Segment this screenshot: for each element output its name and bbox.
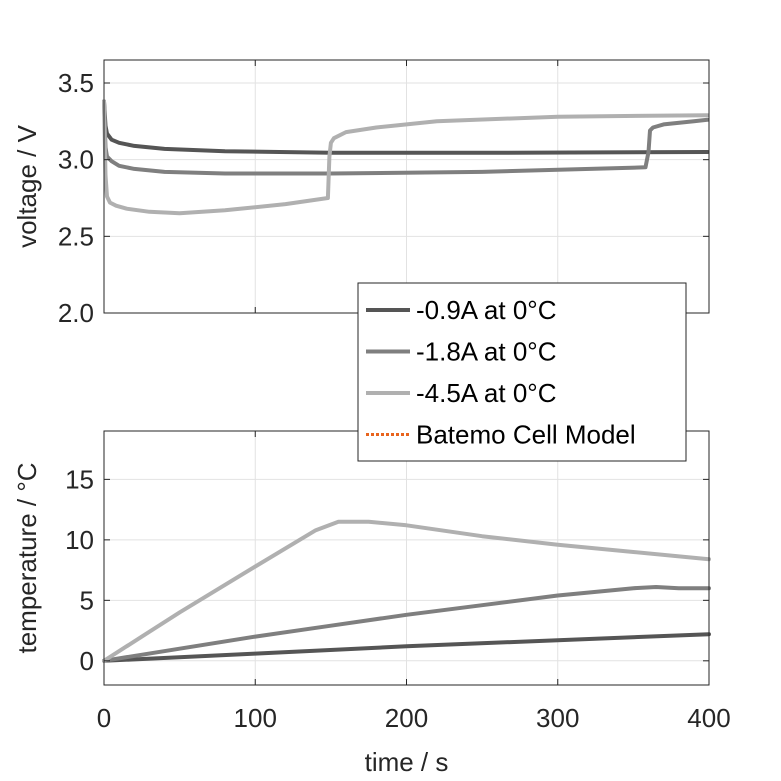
y-tick-label: 3.5: [58, 68, 94, 98]
x-tick-label: 100: [234, 703, 277, 733]
legend-label: Batemo Cell Model: [416, 420, 636, 450]
x-tick-label: 200: [385, 703, 428, 733]
legend: -0.9A at 0°C -1.8A at 0°C -4.5A at 0°C Bate…: [357, 282, 687, 462]
series-line: [102, 99, 710, 176]
x-tick-label: 400: [687, 703, 730, 733]
legend-label: -1.8A at 0°C: [416, 337, 556, 367]
x-tick-label: 0: [97, 703, 111, 733]
series-line: [102, 585, 711, 663]
legend-box: [357, 282, 687, 462]
y-tick-label: 5: [80, 585, 94, 615]
series-line: [102, 519, 711, 663]
y-tick-label: 2.5: [58, 221, 94, 251]
y-axis-title: temperature / °C: [12, 462, 42, 653]
y-tick-label: 2.0: [58, 298, 94, 328]
voltage-plot: 2.0 2.5 3.0 3.5 voltage / V: [12, 59, 710, 328]
y-tick-label: 15: [65, 464, 94, 494]
y-tick-label: 10: [65, 525, 94, 555]
x-axis-title: time / s: [365, 747, 449, 777]
series-line: [102, 632, 711, 663]
series-line: [102, 99, 710, 216]
legend-label: -4.5A at 0°C: [416, 378, 556, 408]
temperature-plot: 0 5 10 15 0 100 200 300 400 temperature / °C time …: [12, 430, 731, 777]
x-tick-label: 300: [536, 703, 579, 733]
y-tick-label: 3.0: [58, 145, 94, 175]
y-tick-label: 0: [80, 646, 94, 676]
y-axis-title: voltage / V: [12, 124, 42, 248]
legend-label: -0.9A at 0°C: [416, 295, 556, 325]
